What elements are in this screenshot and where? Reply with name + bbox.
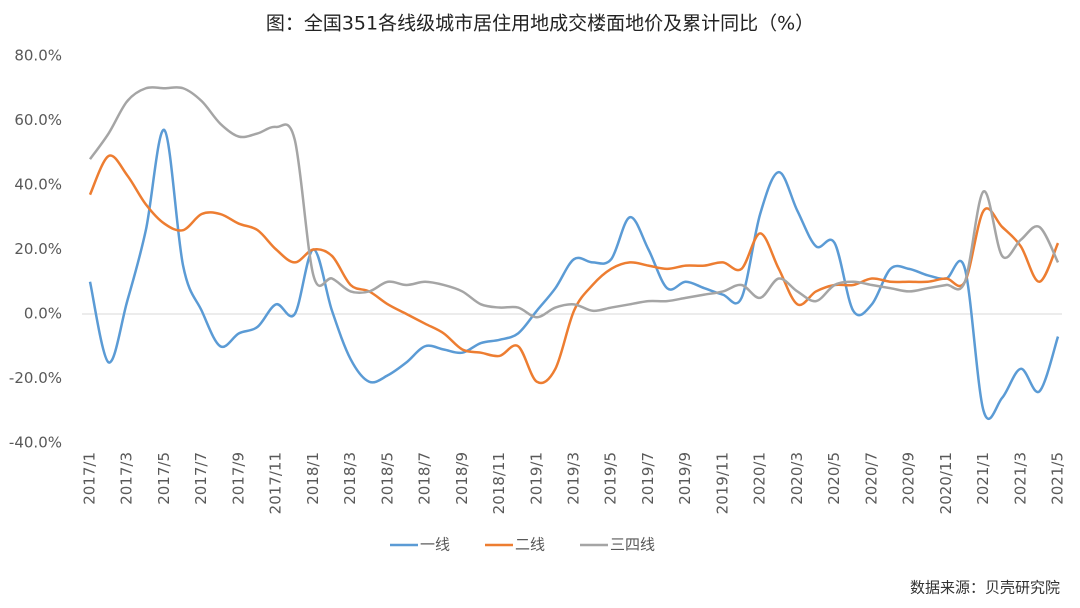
x-tick-label: 2021/5 [1049, 452, 1067, 505]
y-tick-label: 40.0% [14, 176, 62, 194]
x-tick-label: 2020/9 [900, 452, 918, 505]
y-tick-label: -20.0% [9, 369, 62, 387]
x-tick-label: 2017/5 [155, 452, 173, 505]
y-tick-label: -40.0% [9, 434, 62, 452]
series-line [88, 128, 1060, 421]
x-tick-label: 2017/7 [192, 452, 210, 505]
x-tick-label: 2021/1 [974, 452, 992, 505]
x-tick-label: 2020/3 [788, 452, 806, 505]
series-line [88, 86, 1060, 319]
legend-label: 三四线 [610, 536, 655, 554]
x-tick-label: 2018/3 [341, 452, 359, 505]
y-tick-label: 20.0% [14, 240, 62, 258]
x-tick-label: 2019/7 [639, 452, 657, 505]
x-tick-label: 2019/1 [527, 452, 545, 505]
x-tick-label: 2017/11 [267, 452, 285, 514]
x-tick-label: 2017/9 [229, 452, 247, 505]
x-tick-label: 2019/11 [713, 452, 731, 514]
source-note: 数据来源：贝壳研究院 [910, 579, 1060, 597]
series-line [88, 154, 1060, 385]
x-tick-label: 2020/5 [825, 452, 843, 505]
y-tick-label: 80.0% [14, 47, 62, 65]
x-tick-label: 2019/5 [602, 452, 620, 505]
chart-title: 图：全国351各线级城市居住用地成交楼面地价及累计同比（%） [266, 13, 814, 35]
x-tick-label: 2017/1 [81, 452, 99, 505]
legend-label: 二线 [515, 536, 545, 554]
x-tick-label: 2017/3 [118, 452, 136, 505]
x-tick-label: 2020/1 [751, 452, 769, 505]
x-tick-label: 2018/1 [304, 452, 322, 505]
x-tick-label: 2021/3 [1011, 452, 1029, 505]
x-tick-label: 2018/5 [378, 452, 396, 505]
x-tick-label: 2018/9 [453, 452, 471, 505]
y-tick-label: 60.0% [14, 111, 62, 129]
x-tick-label: 2020/11 [937, 452, 955, 514]
x-tick-label: 2019/9 [676, 452, 694, 505]
y-tick-label: 0.0% [24, 305, 62, 323]
x-tick-label: 2018/7 [416, 452, 434, 505]
legend-label: 一线 [420, 536, 450, 554]
x-tick-label: 2019/3 [565, 452, 583, 505]
x-tick-label: 2020/7 [862, 452, 880, 505]
x-tick-label: 2018/11 [490, 452, 508, 514]
